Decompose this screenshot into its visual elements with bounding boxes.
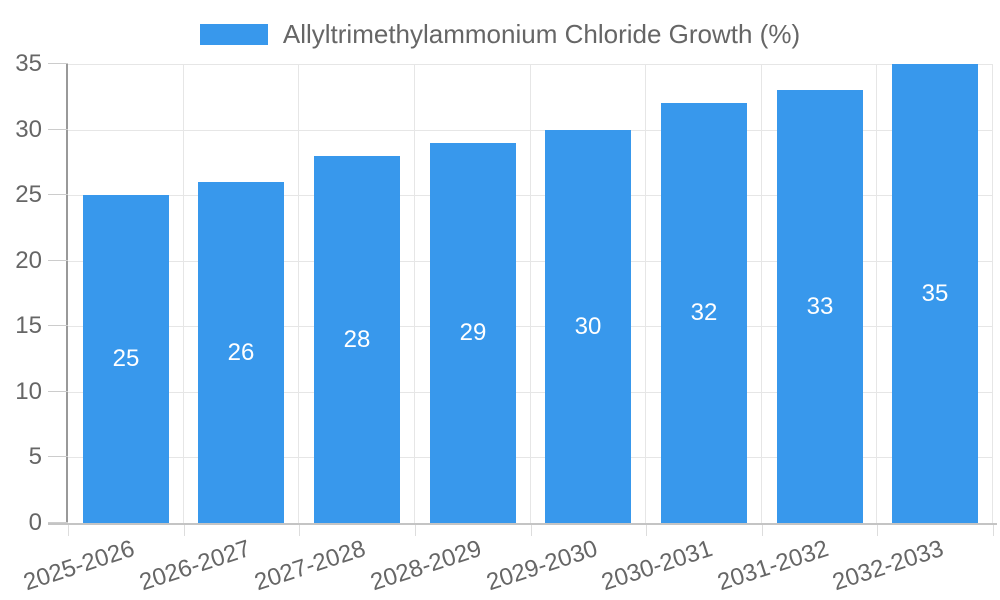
bar[interactable]: 25 xyxy=(83,195,169,523)
bar-value-label: 35 xyxy=(921,279,949,307)
y-axis-tick-label: 20 xyxy=(15,246,42,274)
x-axis-tick xyxy=(299,525,300,536)
v-gridline xyxy=(414,64,415,523)
v-gridline xyxy=(298,64,299,523)
x-axis-tick xyxy=(415,525,416,536)
bar[interactable]: 35 xyxy=(892,64,978,523)
x-axis-tick xyxy=(762,525,763,536)
y-axis-tick-label: 10 xyxy=(15,377,42,405)
plot-area: 0 5 10 15 20 25 30 35 25 2025-2026 26 2026-2027 28 20… xyxy=(15,52,997,596)
x-axis-line xyxy=(48,523,997,525)
x-axis-category-label: 2030-2031 xyxy=(598,535,716,597)
x-axis-category-label: 2025-2026 xyxy=(20,535,138,597)
y-axis-tick-label: 30 xyxy=(15,115,42,143)
y-axis-tick-label: 0 xyxy=(28,509,42,536)
y-axis-tick xyxy=(48,194,68,196)
y-axis-tick-label: 5 xyxy=(28,443,42,471)
x-axis-tick xyxy=(646,525,647,536)
bar[interactable]: 32 xyxy=(661,103,747,523)
v-gridline xyxy=(761,64,762,523)
v-gridline xyxy=(992,64,993,523)
y-axis-tick-label: 15 xyxy=(15,312,42,340)
v-gridline xyxy=(530,64,531,523)
x-axis-tick xyxy=(993,525,994,536)
y-axis-tick xyxy=(48,259,68,261)
x-axis-category-label: 2029-2030 xyxy=(482,535,601,597)
y-axis-tick xyxy=(48,325,68,327)
x-axis-category-label: 2031-2032 xyxy=(714,535,832,597)
x-axis-category-label: 2032-2033 xyxy=(829,535,948,597)
y-axis-tick xyxy=(48,128,68,130)
bar-value-label: 26 xyxy=(227,338,255,366)
bar[interactable]: 26 xyxy=(198,182,284,523)
v-gridline xyxy=(645,64,646,523)
x-axis-tick xyxy=(877,525,878,536)
y-axis-tick xyxy=(48,63,68,64)
bar-value-label: 33 xyxy=(806,292,834,320)
v-gridline xyxy=(876,64,877,523)
x-axis-category-label: 2027-2028 xyxy=(251,535,370,597)
y-axis-tick xyxy=(48,522,68,523)
bar-value-label: 32 xyxy=(690,299,718,326)
legend-swatch xyxy=(199,23,268,45)
y-axis-tick-label: 35 xyxy=(15,50,42,77)
bar[interactable]: 33 xyxy=(777,90,863,523)
bar-value-label: 28 xyxy=(343,325,371,353)
v-gridline xyxy=(183,64,184,523)
x-axis-tick xyxy=(531,525,532,536)
bar[interactable]: 29 xyxy=(430,143,516,523)
bar[interactable]: 30 xyxy=(545,130,631,523)
x-axis-tick xyxy=(184,525,185,536)
y-axis-tick xyxy=(48,390,68,392)
bar-value-label: 30 xyxy=(574,312,602,340)
legend-label: Allyltrimethylammonium Chloride Growth (… xyxy=(282,19,801,49)
y-axis-tick-label: 25 xyxy=(15,181,42,209)
bar-value-label: 25 xyxy=(112,345,140,372)
x-axis-category-label: 2026-2027 xyxy=(135,535,254,597)
y-axis-tick xyxy=(48,456,68,458)
y-axis-line xyxy=(66,64,68,523)
x-axis-tick xyxy=(68,525,69,536)
bar-value-label: 29 xyxy=(459,319,487,346)
bar[interactable]: 28 xyxy=(314,156,400,523)
x-axis-category-label: 2028-2029 xyxy=(367,535,485,597)
chart-legend[interactable]: Allyltrimethylammonium Chloride Growth (… xyxy=(0,21,1000,47)
